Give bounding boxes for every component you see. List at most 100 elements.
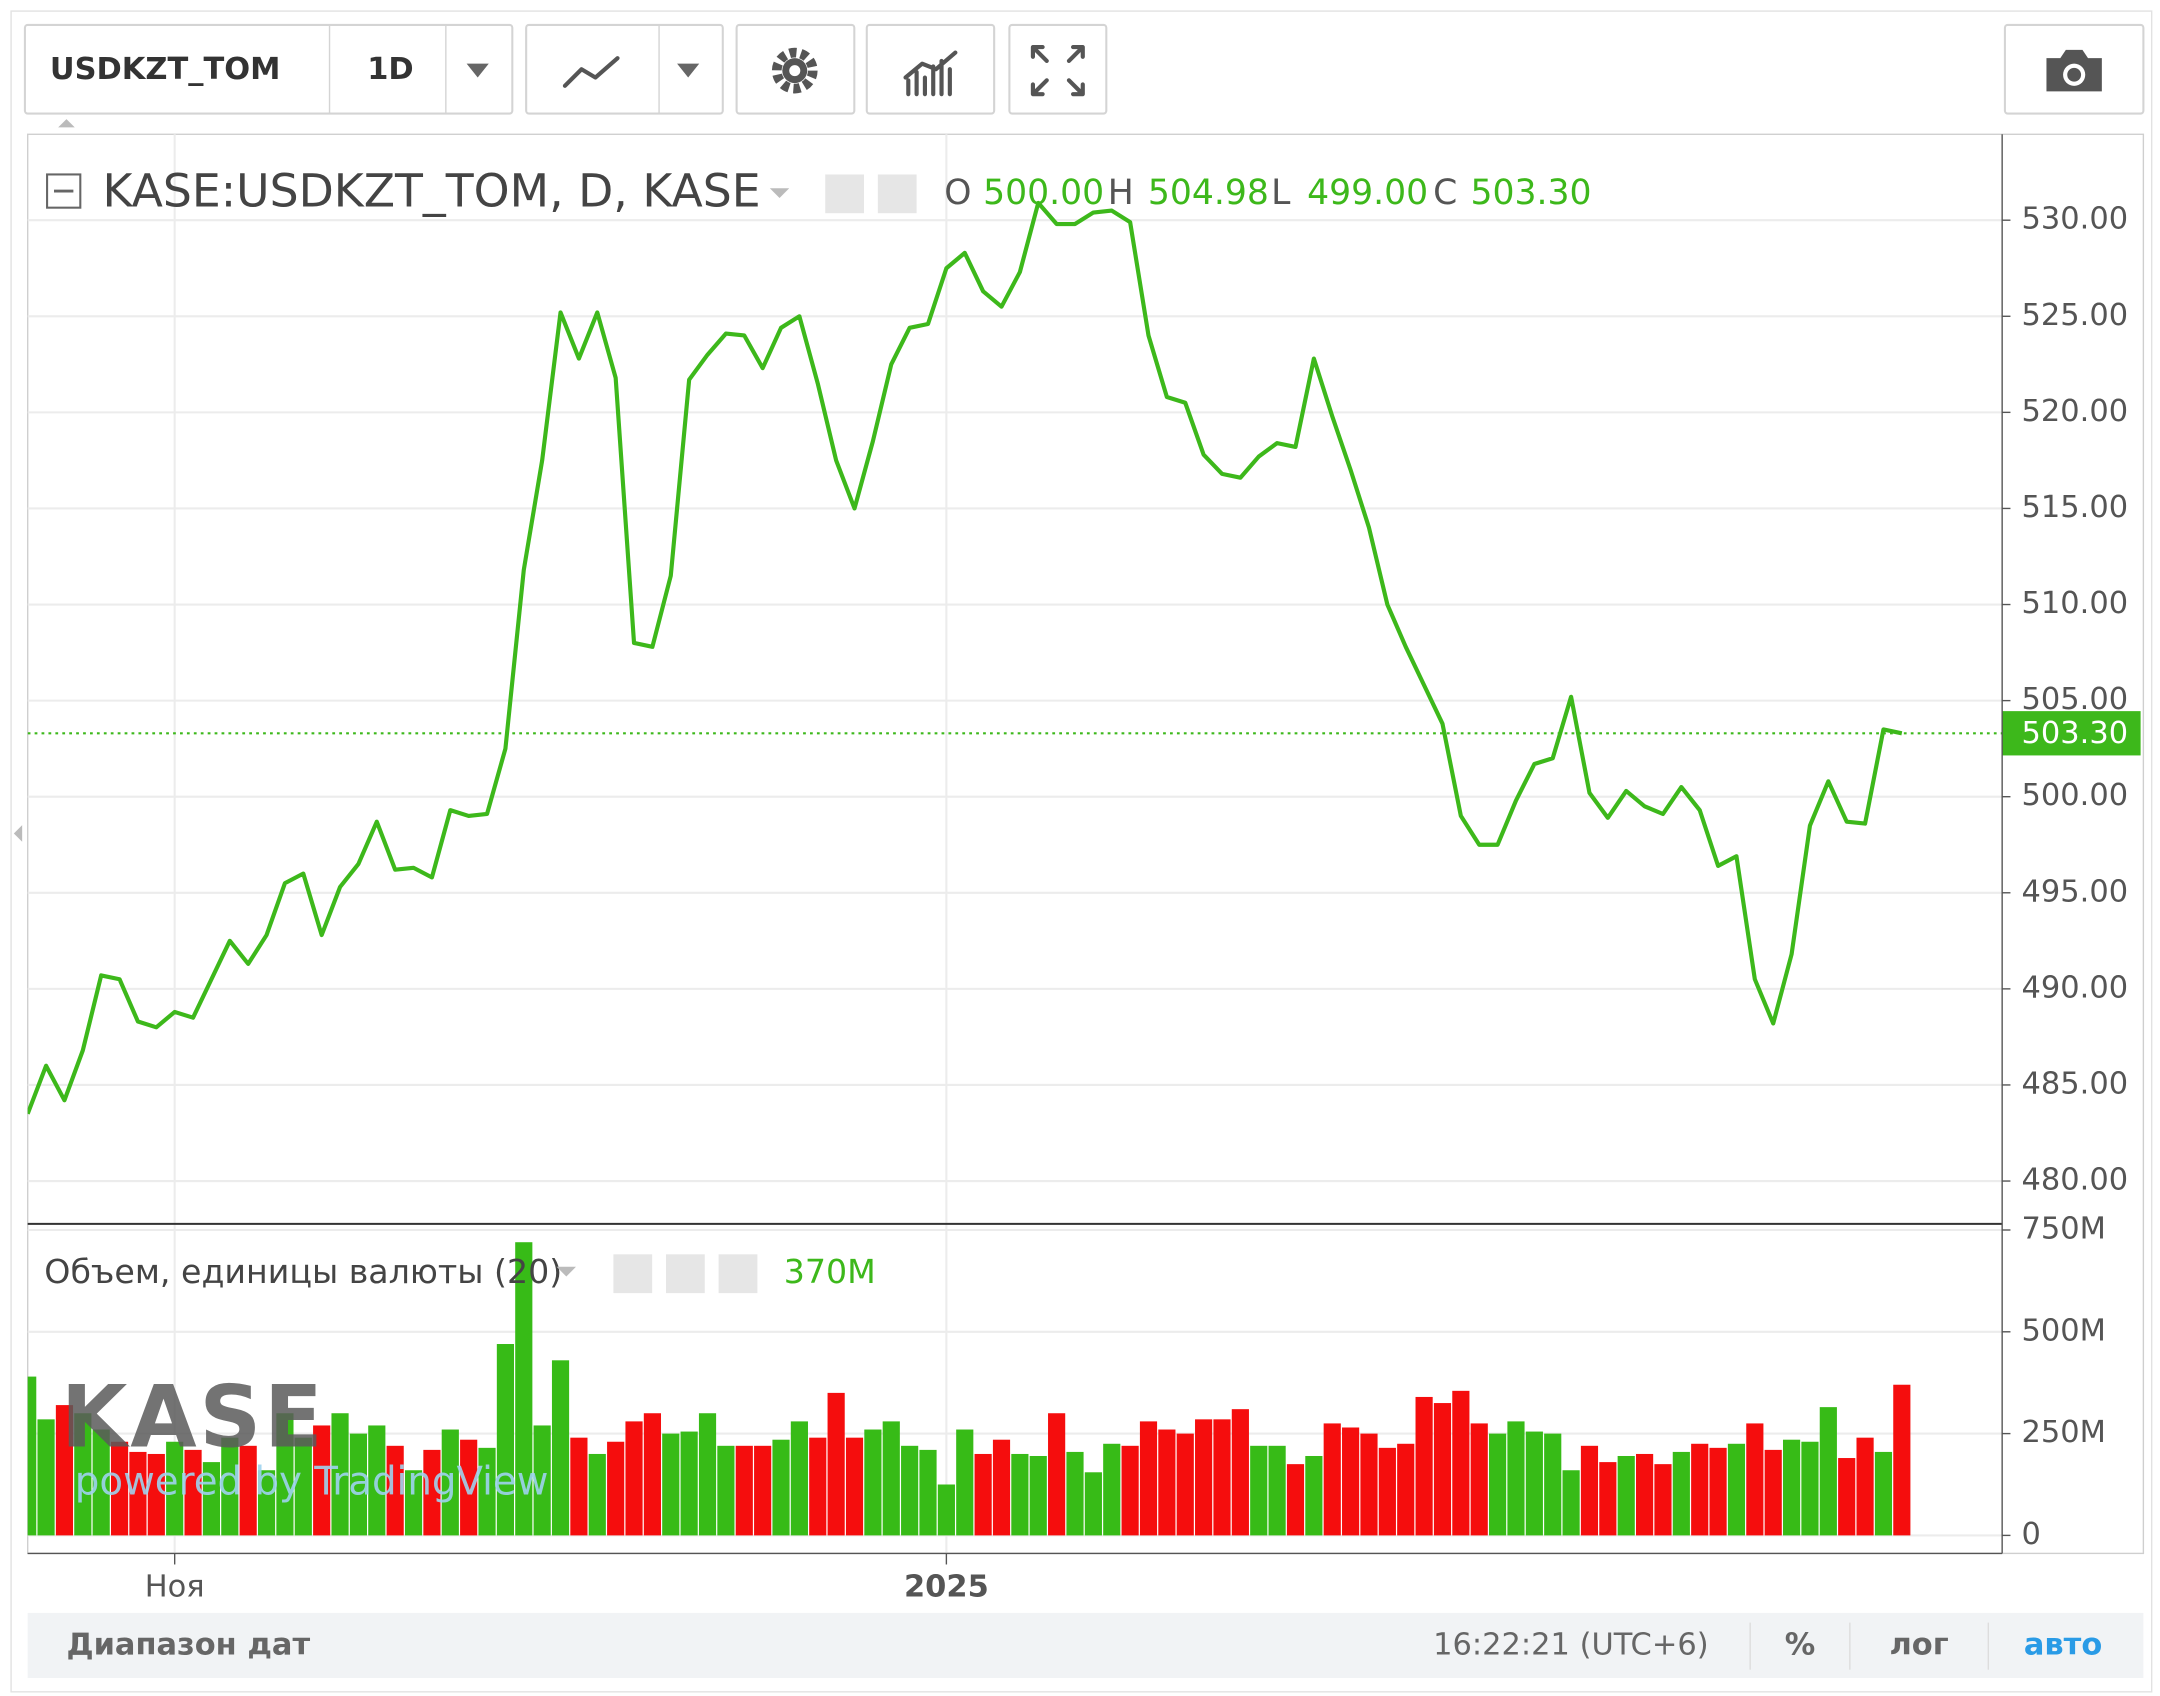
- volume-bar: [1305, 1455, 1323, 1536]
- volume-bar: [1562, 1470, 1580, 1536]
- scroll-left[interactable]: [13, 825, 23, 842]
- volume-bar: [1176, 1433, 1194, 1536]
- dropdown-arrow[interactable]: [677, 63, 700, 78]
- gear-hole: [789, 65, 801, 77]
- volume-bar: [551, 1360, 570, 1536]
- volume-bar: [992, 1439, 1011, 1536]
- volume-bar: [1433, 1403, 1452, 1536]
- symbol-button[interactable]: [23, 23, 514, 115]
- volume-bar: [1415, 1396, 1433, 1536]
- volume-bar: [386, 1445, 404, 1536]
- volume-bar: [294, 1437, 312, 1536]
- volume-bar: [1103, 1443, 1121, 1536]
- volume-bar: [1139, 1421, 1158, 1536]
- ohlc: O 500.00 H 504.98 L 499.00 C 503.30: [944, 173, 1591, 213]
- volume-bar: [845, 1437, 864, 1536]
- volume-bar: [1397, 1443, 1415, 1536]
- volume-bar: [1782, 1439, 1801, 1536]
- ohlc-value: 499.00: [1307, 173, 1428, 213]
- indicators-icon: [903, 50, 958, 97]
- volume-bar: [643, 1413, 661, 1536]
- ohlc-value: 500.00: [983, 173, 1104, 213]
- y-tick-label: 520.00: [2022, 394, 2129, 429]
- interval[interactable]: 1D: [367, 52, 413, 87]
- auto-toggle[interactable]: авто: [2024, 1628, 2102, 1663]
- x-tick-label: 2025: [904, 1570, 989, 1605]
- volume-bar: [1360, 1433, 1378, 1536]
- volume-bar: [202, 1462, 221, 1536]
- volume-bar: [1213, 1419, 1231, 1536]
- volume-bar: [956, 1429, 974, 1536]
- volume-bar: [496, 1344, 514, 1536]
- volume-bar: [441, 1429, 459, 1536]
- volume-bar: [1525, 1431, 1543, 1536]
- volume-bar: [1121, 1445, 1139, 1536]
- volume-bar: [404, 1470, 423, 1536]
- series-title: KASE:USDKZT_TOM, D, KASE: [102, 164, 760, 217]
- volume-bar: [754, 1445, 772, 1536]
- volume-bar: [1874, 1451, 1893, 1536]
- scroll-up[interactable]: [58, 119, 75, 128]
- volume-bar: [827, 1392, 845, 1536]
- y-tick-label: 500M: [2022, 1313, 2106, 1348]
- dropdown-arrow[interactable]: [466, 63, 489, 78]
- volume-bar: [1158, 1429, 1176, 1536]
- volume-bar: [1084, 1472, 1102, 1536]
- volume-bar: [790, 1421, 808, 1536]
- volume-bar: [1672, 1451, 1690, 1536]
- volume-bar: [1268, 1445, 1286, 1536]
- volume-bar: [901, 1445, 919, 1536]
- volume-bar: [1746, 1423, 1764, 1536]
- volume-bar: [1599, 1462, 1617, 1536]
- volume-bar: [1195, 1419, 1213, 1536]
- volume-bar: [1801, 1441, 1819, 1536]
- visibility-button[interactable]: [613, 1254, 653, 1294]
- volume-bar: [1378, 1447, 1396, 1536]
- ohlc-key: L: [1271, 173, 1291, 213]
- volume-bar: [1452, 1390, 1470, 1536]
- y-tick-label: 750M: [2022, 1211, 2106, 1246]
- line-icon: [562, 56, 620, 88]
- volume-bar: [92, 1429, 110, 1536]
- volume-bar: [1029, 1455, 1047, 1536]
- volume-bar: [184, 1449, 202, 1536]
- camera-lens-inner: [2067, 67, 2082, 82]
- fullscreen-button[interactable]: [1008, 23, 1108, 115]
- ohlc-value: 504.98: [1148, 173, 1269, 213]
- log-toggle[interactable]: лог: [1890, 1628, 1949, 1663]
- date-range[interactable]: Диапазон дат: [66, 1628, 310, 1663]
- volume-title: Объем, единицы валюты (20): [44, 1252, 562, 1291]
- legend-arrow[interactable]: [769, 188, 790, 198]
- chart-type-button[interactable]: [525, 23, 724, 115]
- volume-bar: [1489, 1433, 1507, 1536]
- volume-bar: [239, 1445, 257, 1536]
- volume-bar: [423, 1449, 441, 1536]
- volume-bar: [1856, 1437, 1874, 1536]
- volume-bar: [349, 1433, 368, 1536]
- volume-bar: [570, 1437, 588, 1536]
- volume-bar: [1691, 1443, 1709, 1536]
- volume-bar: [1544, 1433, 1562, 1536]
- volume-bar: [166, 1441, 184, 1536]
- volume-bar: [1636, 1453, 1654, 1536]
- volume-bar: [1250, 1445, 1268, 1536]
- y-tick-label: 480.00: [2022, 1163, 2129, 1198]
- volume-bar: [1819, 1407, 1837, 1536]
- study-settings-button[interactable]: [666, 1254, 705, 1294]
- volume-bar: [1654, 1464, 1672, 1536]
- series-settings-button[interactable]: [877, 174, 917, 214]
- remove-button[interactable]: [718, 1254, 758, 1294]
- volume-bar: [1764, 1449, 1782, 1536]
- percent-toggle[interactable]: %: [1785, 1628, 1816, 1663]
- volume-bar: [588, 1453, 606, 1536]
- symbol[interactable]: USDKZT_TOM: [50, 52, 281, 87]
- volume-bar: [919, 1449, 937, 1536]
- volume-bar: [74, 1413, 92, 1536]
- ohlc-key: C: [1433, 173, 1457, 213]
- legend-arrow[interactable]: [556, 1266, 576, 1277]
- volume-bar: [809, 1437, 827, 1536]
- visibility-button[interactable]: [825, 174, 864, 214]
- volume-bar: [735, 1445, 753, 1536]
